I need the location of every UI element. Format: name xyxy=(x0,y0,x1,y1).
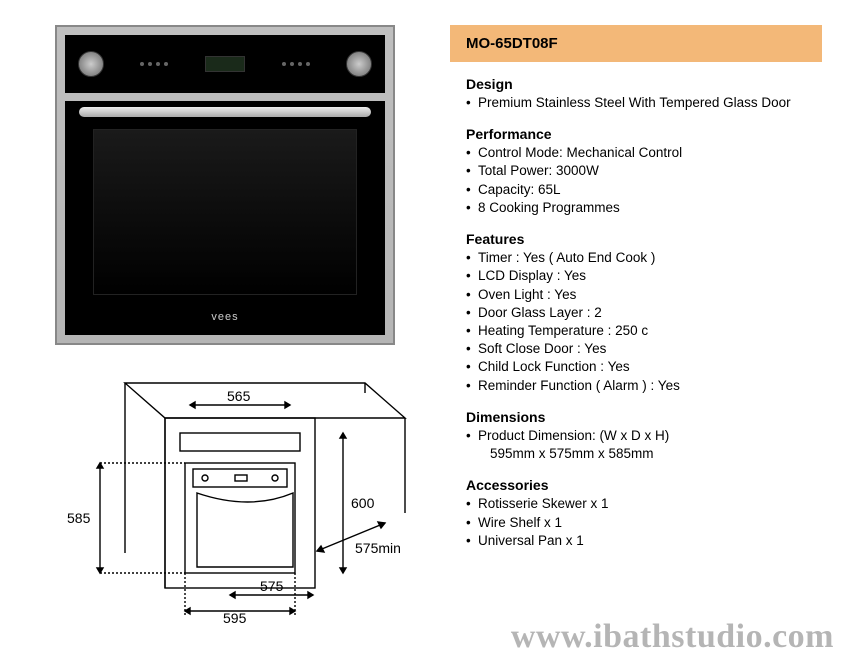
dim-product-width: 595 xyxy=(223,610,247,623)
oven-door: vees xyxy=(65,101,385,335)
spec-item: 8 Cooking Programmes xyxy=(466,199,822,217)
spec-subline: 595mm x 575mm x 585mm xyxy=(466,445,822,463)
spec-list: Rotisserie Skewer x 1 Wire Shelf x 1 Uni… xyxy=(466,495,822,550)
spec-item: Premium Stainless Steel With Tempered Gl… xyxy=(466,94,822,112)
knob-right xyxy=(346,51,372,77)
dim-cavity-width: 565 xyxy=(227,388,251,404)
spec-item: Door Glass Layer : 2 xyxy=(466,304,822,322)
section-accessories: Accessories Rotisserie Skewer x 1 Wire S… xyxy=(450,477,822,550)
indicator-dots xyxy=(129,62,179,66)
spec-item: Universal Pan x 1 xyxy=(466,532,822,550)
lcd-display xyxy=(205,56,245,72)
section-performance: Performance Control Mode: Mechanical Con… xyxy=(450,126,822,217)
spec-item: Timer : Yes ( Auto End Cook ) xyxy=(466,249,822,267)
section-features: Features Timer : Yes ( Auto End Cook ) L… xyxy=(450,231,822,395)
spec-list: Product Dimension: (W x D x H) xyxy=(466,427,822,445)
spec-item: Reminder Function ( Alarm ) : Yes xyxy=(466,377,822,395)
dim-product-height: 585 xyxy=(67,510,91,526)
oven-handle xyxy=(79,107,371,117)
spec-list: Premium Stainless Steel With Tempered Gl… xyxy=(466,94,822,112)
spec-item: Oven Light : Yes xyxy=(466,286,822,304)
spec-item: Wire Shelf x 1 xyxy=(466,514,822,532)
spec-item: LCD Display : Yes xyxy=(466,267,822,285)
spec-item: Rotisserie Skewer x 1 xyxy=(466,495,822,513)
spec-list: Timer : Yes ( Auto End Cook ) LCD Displa… xyxy=(466,249,822,395)
section-title: Dimensions xyxy=(466,409,822,425)
spec-item: Heating Temperature : 250 c xyxy=(466,322,822,340)
product-photo: vees xyxy=(55,25,395,345)
dim-product-depth: 575 xyxy=(260,578,284,594)
spec-item: Capacity: 65L xyxy=(466,181,822,199)
dim-cavity-depth: 575min xyxy=(355,540,401,556)
section-title: Features xyxy=(466,231,822,247)
section-title: Accessories xyxy=(466,477,822,493)
section-dimensions: Dimensions Product Dimension: (W x D x H… xyxy=(450,409,822,463)
section-title: Performance xyxy=(466,126,822,142)
spec-item: Child Lock Function : Yes xyxy=(466,358,822,376)
oven-window xyxy=(93,129,357,295)
watermark: www.ibathstudio.com xyxy=(511,618,834,656)
dimension-drawing: 565 600 575min 585 595 575 xyxy=(55,363,415,623)
spec-item: Soft Close Door : Yes xyxy=(466,340,822,358)
oven-control-panel xyxy=(65,35,385,93)
knob-left xyxy=(78,51,104,77)
spec-item: Total Power: 3000W xyxy=(466,162,822,180)
spec-item: Product Dimension: (W x D x H) xyxy=(466,427,822,445)
section-design: Design Premium Stainless Steel With Temp… xyxy=(450,76,822,112)
dim-cavity-height: 600 xyxy=(351,495,375,511)
spec-item: Control Mode: Mechanical Control xyxy=(466,144,822,162)
brand-logo: vees xyxy=(65,311,385,323)
model-header: MO-65DT08F xyxy=(450,25,822,62)
spec-list: Control Mode: Mechanical Control Total P… xyxy=(466,144,822,217)
section-title: Design xyxy=(466,76,822,92)
indicator-dots xyxy=(271,62,321,66)
